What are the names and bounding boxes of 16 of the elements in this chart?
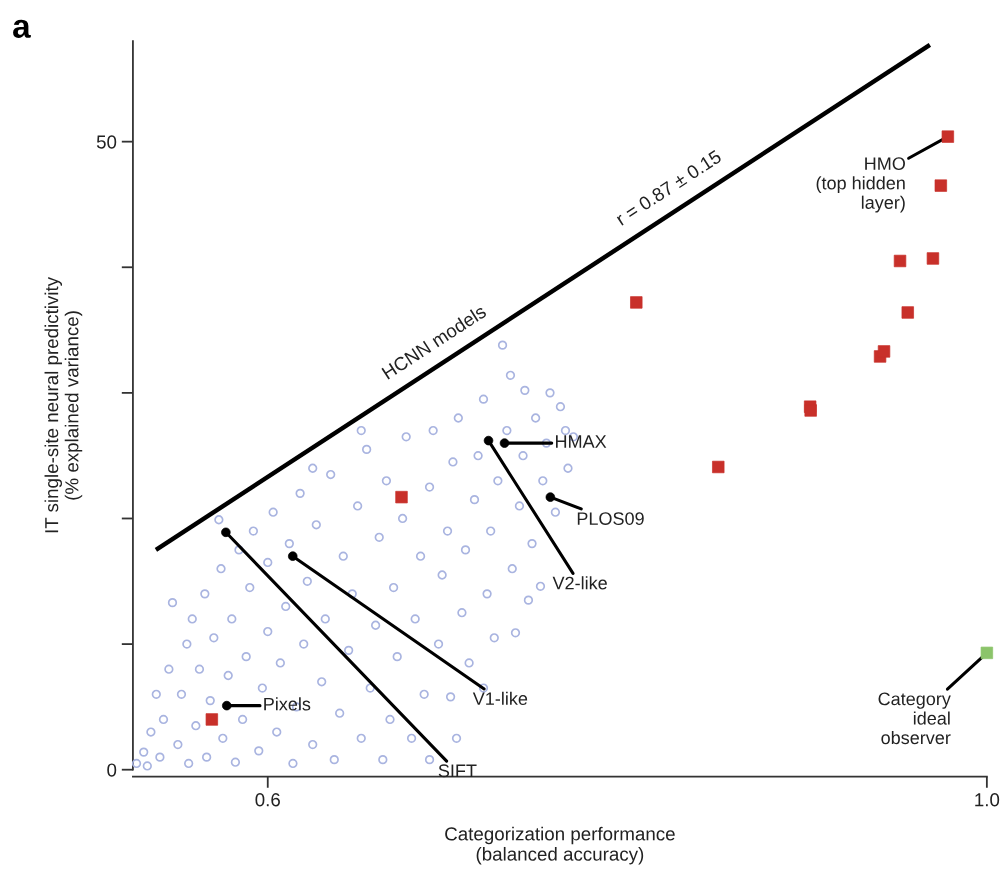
annotation: Category ideal observer xyxy=(878,692,951,745)
annotation: V2-like xyxy=(552,576,607,590)
x-axis-title: Categorization performance (balanced accuracy) xyxy=(445,826,675,865)
y-tick-label: 0 xyxy=(107,763,117,777)
text: a xyxy=(13,19,31,38)
y-axis-title: IT single-site neural predictivity (% explained variance) xyxy=(44,276,83,533)
annotation: PLOS09 xyxy=(577,512,644,525)
x-tick-label: 1.0 xyxy=(975,793,1000,807)
x-tick-label: 0.6 xyxy=(255,793,280,807)
annotation: Pixels xyxy=(264,697,311,711)
annotation: SIFT xyxy=(438,764,477,778)
annotation: r = 0.87 ± 0.15 xyxy=(615,149,723,226)
annotation: HMAX xyxy=(556,435,607,448)
annotation: HMO (top hidden layer) xyxy=(816,157,905,213)
annotation: V1-like xyxy=(472,691,528,706)
y-tick-label: 50 xyxy=(96,135,117,149)
